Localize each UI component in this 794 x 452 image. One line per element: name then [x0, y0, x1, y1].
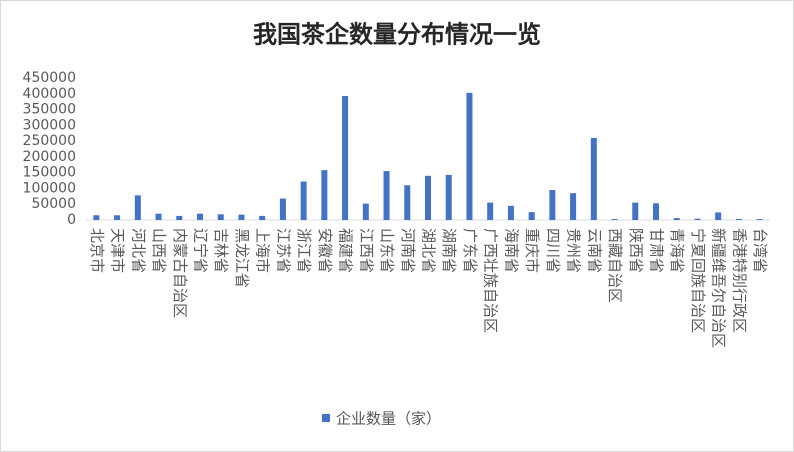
- x-tick-label: 河北省: [129, 228, 147, 273]
- bar: [735, 219, 742, 220]
- bar: [238, 214, 245, 220]
- x-tick-label: 西藏自治区: [606, 228, 624, 303]
- y-tick-label: 0: [67, 212, 76, 228]
- bar: [673, 218, 680, 220]
- x-tick-label: 江西省: [357, 228, 375, 273]
- x-tick-label: 海南省: [502, 228, 520, 273]
- x-tick-label: 贵州省: [565, 228, 583, 273]
- bar: [425, 175, 431, 220]
- x-tick-label: 江苏省: [274, 228, 292, 273]
- x-tick-label: 安徽省: [316, 228, 334, 273]
- x-tick-label: 青海省: [668, 228, 686, 273]
- x-tick-label: 香港特别行政区: [730, 228, 748, 333]
- x-tick-label: 黑龙江省: [233, 228, 251, 288]
- y-tick-label: 450000: [23, 70, 76, 86]
- bar: [217, 214, 224, 220]
- x-tick-label: 北京市: [88, 228, 106, 273]
- bar: [300, 181, 307, 220]
- bar: [570, 193, 577, 220]
- y-tick-label: 300000: [23, 117, 76, 133]
- y-tick-label: 200000: [23, 149, 76, 165]
- x-tick-label: 天津市: [109, 228, 127, 273]
- bar: [383, 171, 390, 220]
- bar: [611, 219, 618, 220]
- x-tick-label: 陕西省: [627, 228, 645, 273]
- x-tick-label: 宁夏回族自治区: [689, 228, 707, 333]
- bar: [155, 213, 162, 220]
- bar: [279, 198, 286, 220]
- y-tick-label: 250000: [23, 133, 76, 149]
- bar: [362, 203, 369, 220]
- bar: [404, 185, 411, 220]
- legend-swatch: [322, 414, 330, 422]
- x-tick-label: 广东省: [461, 228, 479, 273]
- x-tick-label: 上海市: [254, 228, 272, 273]
- x-tick-label: 湖南省: [440, 228, 458, 273]
- bar: [259, 215, 266, 220]
- bar: [756, 219, 763, 220]
- y-tick-label: 150000: [23, 165, 76, 181]
- bar: [445, 174, 452, 220]
- bar: [715, 212, 722, 220]
- bar: [487, 202, 494, 220]
- x-tick-label: 浙江省: [295, 228, 313, 273]
- x-tick-label: 山西省: [150, 228, 168, 273]
- y-tick-label: 50000: [31, 196, 76, 212]
- bar: [632, 202, 639, 220]
- x-tick-label: 吉林省: [212, 228, 230, 273]
- x-tick-label: 河南省: [399, 228, 417, 273]
- x-tick-label: 云南省: [585, 228, 603, 273]
- bar: [176, 215, 183, 220]
- bar: [528, 212, 535, 220]
- x-tick-label: 广西壮族自治区: [482, 228, 500, 333]
- x-tick-label: 内蒙古自治区: [171, 228, 189, 318]
- legend-label: 企业数量（家）: [336, 410, 441, 428]
- bar: [653, 203, 659, 220]
- y-tick-label: 400000: [23, 86, 76, 102]
- bar: [507, 205, 514, 220]
- x-tick-label: 台湾省: [751, 228, 769, 273]
- bar: [197, 213, 203, 220]
- x-tick-label: 四川省: [544, 228, 562, 273]
- y-tick-label: 350000: [23, 102, 76, 118]
- bar: [134, 195, 141, 220]
- chart-title: 我国茶企数量分布情况一览: [253, 20, 541, 49]
- bar: [466, 92, 473, 220]
- x-tick-label: 甘肃省: [648, 228, 666, 273]
- x-tick-label: 福建省: [337, 228, 355, 273]
- y-tick-label: 100000: [23, 180, 76, 196]
- bar: [114, 215, 121, 220]
- x-tick-label: 辽宁省: [192, 228, 210, 273]
- bar: [590, 137, 597, 220]
- x-tick-label: 湖北省: [420, 228, 438, 273]
- bar: [93, 215, 100, 220]
- bar: [549, 190, 556, 220]
- bar: [694, 218, 701, 220]
- bar: [342, 95, 349, 220]
- x-tick-label: 新疆维吾尔自治区: [710, 228, 728, 348]
- x-tick-label: 山东省: [378, 228, 396, 273]
- x-tick-label: 重庆市: [523, 228, 541, 273]
- bar: [321, 170, 328, 220]
